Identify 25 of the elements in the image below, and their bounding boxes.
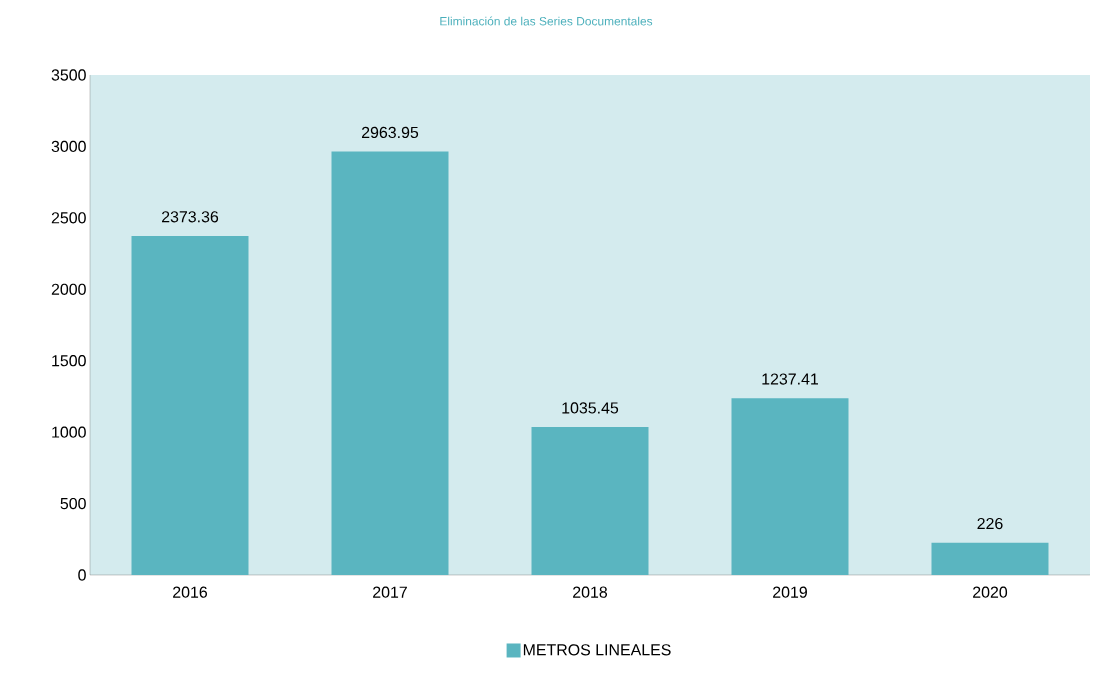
y-tick-label: 2500 (51, 212, 86, 224)
x-tick-label: 2017 (373, 586, 407, 598)
y-tick-label: 1000 (52, 426, 86, 438)
data-label: 2963.95 (361, 126, 419, 139)
data-label: 1237.41 (762, 373, 819, 385)
data-label: 2373.36 (161, 211, 219, 223)
y-tick-label: 2000 (51, 283, 86, 295)
y-tick-label: 3500 (51, 69, 86, 81)
bar (531, 427, 649, 575)
x-tick-label: 2018 (573, 586, 608, 598)
y-tick-label: 3000 (51, 140, 86, 153)
bar (731, 398, 849, 575)
x-tick-label: 2020 (973, 586, 1008, 598)
bar (131, 235, 249, 575)
x-tick-label: 2016 (173, 586, 208, 598)
data-label: 1035.45 (562, 402, 619, 414)
data-label: 226 (977, 517, 1003, 530)
legend-label: METROS LINEALES (523, 644, 671, 656)
x-tick-label: 2019 (773, 586, 807, 598)
chart-title: Eliminación de las Series Documentales (440, 16, 653, 26)
bar (331, 151, 449, 575)
y-tick-label: 0 (78, 569, 86, 581)
bar (931, 542, 1049, 575)
y-tick-label: 500 (60, 497, 86, 510)
y-tick-label: 1500 (52, 355, 86, 367)
